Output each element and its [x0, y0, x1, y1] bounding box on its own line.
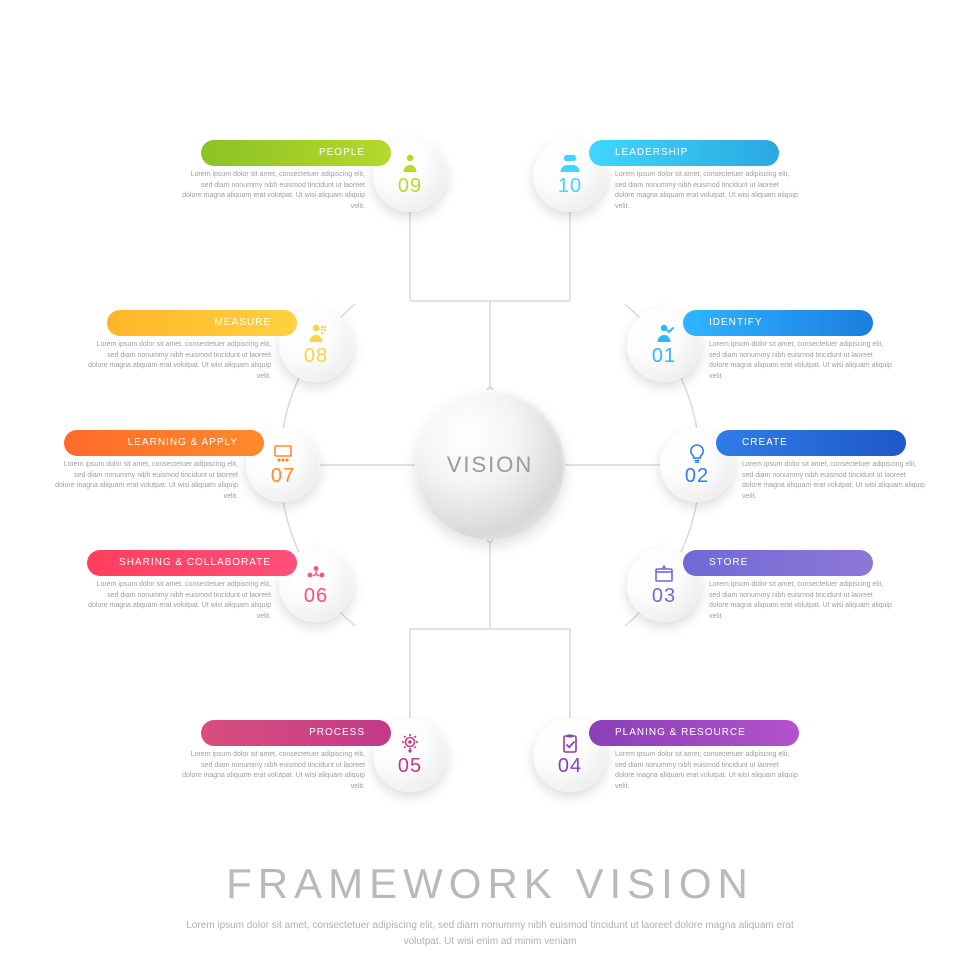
desc-09: Lorem ipsum dolor sit amet, consectetuer… [180, 170, 365, 212]
pill-05: PROCESS [201, 720, 391, 746]
node-number: 09 [398, 175, 422, 198]
node-number: 10 [558, 175, 582, 198]
node-number: 07 [271, 465, 295, 488]
pill-01: IDENTIFY [683, 310, 873, 336]
node-number: 05 [398, 755, 422, 778]
box-icon [653, 563, 675, 583]
footer: FRAMEWORK VISION Lorem ipsum dolor sit a… [0, 860, 980, 950]
infographic-stage: VISION 01 IDENTIFY Lorem ipsum dolor sit a… [0, 0, 980, 980]
user-icon [399, 153, 421, 173]
desc-08: Lorem ipsum dolor sit amet, consectetuer… [86, 340, 271, 382]
pill-03: STORE [683, 550, 873, 576]
pill-07: LEARNING & APPLY [64, 430, 264, 456]
desc-03: Lorem ipsum dolor sit amet, consectetuer… [709, 580, 894, 622]
pill-10: LEADERSHIP [589, 140, 779, 166]
desc-04: Lorem ipsum dolor sit amet, consectetuer… [615, 750, 800, 792]
clipboard-check-icon [559, 733, 581, 753]
pill-06: SHARING & COLLABORATE [87, 550, 297, 576]
user-check-icon [653, 323, 675, 343]
user-dots-icon [305, 323, 327, 343]
bulb-icon [686, 443, 708, 463]
users-icon [559, 153, 581, 173]
screen-users-icon [272, 443, 294, 463]
center-vision-circle: VISION [415, 390, 565, 540]
node-number: 02 [685, 465, 709, 488]
pill-02: CREATE [716, 430, 906, 456]
desc-02: Lorem ipsum dolor sit amet, consectetuer… [742, 460, 927, 502]
pill-08: MEASURE [107, 310, 297, 336]
pill-09: PEOPLE [201, 140, 391, 166]
desc-07: Lorem ipsum dolor sit amet, consectetuer… [53, 460, 238, 502]
node-number: 08 [304, 345, 328, 368]
desc-01: Lorem ipsum dolor sit amet, consectetuer… [709, 340, 894, 382]
group-icon [305, 563, 327, 583]
desc-06: Lorem ipsum dolor sit amet, consectetuer… [86, 580, 271, 622]
node-number: 03 [652, 585, 676, 608]
desc-05: Lorem ipsum dolor sit amet, consectetuer… [180, 750, 365, 792]
gear-user-icon [399, 733, 421, 753]
node-number: 04 [558, 755, 582, 778]
desc-10: Lorem ipsum dolor sit amet, consectetuer… [615, 170, 800, 212]
node-number: 06 [304, 585, 328, 608]
node-number: 01 [652, 345, 676, 368]
pill-04: PLANING & RESOURCE [589, 720, 799, 746]
main-subtitle: Lorem ipsum dolor sit amet, consectetuer… [170, 918, 810, 950]
center-label: VISION [447, 452, 534, 478]
main-title: FRAMEWORK VISION [0, 860, 980, 908]
